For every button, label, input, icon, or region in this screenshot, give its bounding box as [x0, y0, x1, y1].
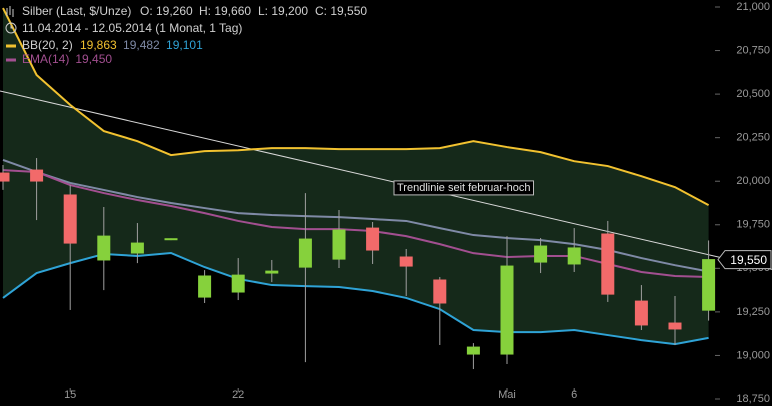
y-tick-label: 18,750	[736, 393, 770, 405]
indicator-line	[2, 251, 709, 346]
candle-body	[668, 322, 682, 330]
annotation: Trendlinie seit februar-hoch	[397, 182, 531, 194]
y-tick-label: 20,000	[736, 175, 770, 187]
y-tick-label: 20,750	[736, 44, 770, 56]
candle-body	[433, 279, 447, 304]
ohlc-value: H: 19,660	[199, 4, 251, 18]
candle-body	[332, 229, 346, 260]
candle-body	[534, 245, 548, 263]
x-tick-label: 6	[571, 389, 577, 401]
annotation-box	[393, 180, 534, 196]
y-tick-label: 19,250	[736, 306, 770, 318]
candle-body	[601, 233, 615, 295]
candle-body	[634, 300, 648, 326]
candle-body	[130, 242, 144, 254]
legend-value: 19,863	[80, 38, 117, 52]
candle-body	[30, 169, 44, 182]
chart-icon	[6, 6, 14, 17]
ohlc-value: L: 19,200	[258, 4, 308, 18]
header: Silber (Last, $/Unze) O: 19,260 H: 19,66…	[5, 4, 367, 35]
candle-body	[231, 274, 245, 293]
candle-body	[500, 265, 514, 355]
candle-body	[702, 259, 716, 311]
legend: BB(20, 2) 19,863 19,482 19,101 EMA(14) 19,450	[6, 38, 203, 66]
x-tick-label: Mai	[498, 389, 516, 401]
y-tick-label: 19,750	[736, 219, 770, 231]
candle-body	[298, 238, 312, 268]
price-tag	[717, 250, 772, 270]
band-fill	[3, 8, 709, 345]
legend-value: 19,482	[123, 38, 160, 52]
candle-body	[164, 238, 178, 241]
chart-title: Silber (Last, $/Unze)	[22, 4, 131, 18]
clock-icon	[5, 22, 17, 34]
candle-body	[265, 270, 279, 274]
y-tick-label: 20,250	[736, 132, 770, 144]
indicator-line	[2, 159, 709, 273]
candle-body	[466, 346, 480, 355]
y-tick-label: 19,000	[736, 349, 770, 361]
y-tick-label: 20,500	[736, 88, 770, 100]
indicator-line	[2, 7, 710, 206]
x-tick-label: 22	[232, 389, 244, 401]
legend-label: BB(20, 2)	[22, 38, 73, 52]
indicator-line	[2, 169, 709, 279]
candle-body	[63, 194, 77, 244]
candle-body	[567, 247, 581, 265]
ohlc-value: C: 19,550	[315, 4, 367, 18]
legend-value: 19,101	[166, 38, 203, 52]
candle-body	[198, 275, 212, 298]
trendline	[0, 90, 772, 270]
ohlc-value: O: 19,260	[140, 4, 193, 18]
plot-area	[0, 7, 772, 392]
price-tag-label: 19,550	[730, 253, 767, 267]
y-tick-label: 21,000	[736, 1, 770, 13]
candle-body	[399, 256, 413, 267]
candle-body	[0, 172, 10, 182]
legend-value: 19,450	[75, 52, 112, 66]
candle-body	[97, 235, 111, 261]
candle-body	[366, 227, 380, 251]
legend-label: EMA(14)	[22, 52, 69, 66]
period: 11.04.2014 - 12.05.2014 (1 Monat, 1 Tag)	[22, 21, 242, 35]
x-tick-label: 15	[64, 389, 76, 401]
